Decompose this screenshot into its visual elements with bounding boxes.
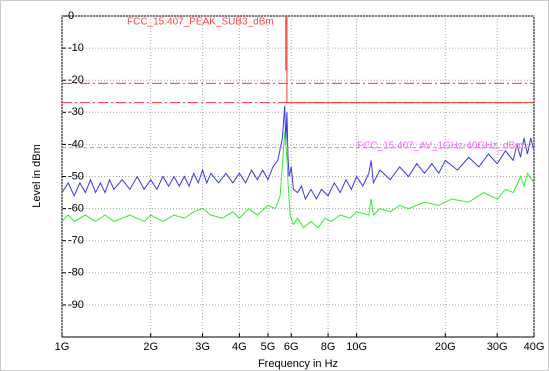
y-tick-label: -60 [68, 203, 84, 215]
y-axis-label: Level in dBm [31, 144, 43, 208]
x-tick-label: 4G [232, 341, 247, 353]
x-tick-label: 10G [346, 341, 367, 353]
x-tick-label: 2G [143, 341, 158, 353]
x-tick-label: 8G [321, 341, 336, 353]
y-tick-label: -20 [68, 74, 84, 86]
y-tick-label: -10 [68, 42, 84, 54]
x-tick-label: 20G [435, 341, 456, 353]
x-tick-label: 5G [261, 341, 276, 353]
series-line [61, 105, 535, 201]
x-tick-label: 6G [284, 341, 299, 353]
y-tick-label: -30 [68, 106, 84, 118]
x-tick-label: 40G [524, 341, 545, 353]
x-axis-label: Frequency in Hz [258, 358, 338, 370]
annotation: FCC_15.407_AV_1GHz-40GHz_dBm [357, 141, 524, 152]
y-tick-label: -90 [68, 299, 84, 311]
annotation: FCC_15.407_PEAK_SUB3_dBm [127, 17, 274, 28]
y-tick-label: -40 [68, 138, 84, 150]
plot-area [61, 15, 535, 338]
y-tick-label: -50 [68, 170, 84, 182]
x-tick-label: 30G [487, 341, 508, 353]
y-tick-label: -80 [68, 267, 84, 279]
x-tick-label: 3G [195, 341, 210, 353]
x-tick-label: 1G [55, 341, 70, 353]
y-tick-label: 0 [68, 10, 74, 22]
series-line [61, 131, 535, 229]
y-tick-label: -70 [68, 235, 84, 247]
